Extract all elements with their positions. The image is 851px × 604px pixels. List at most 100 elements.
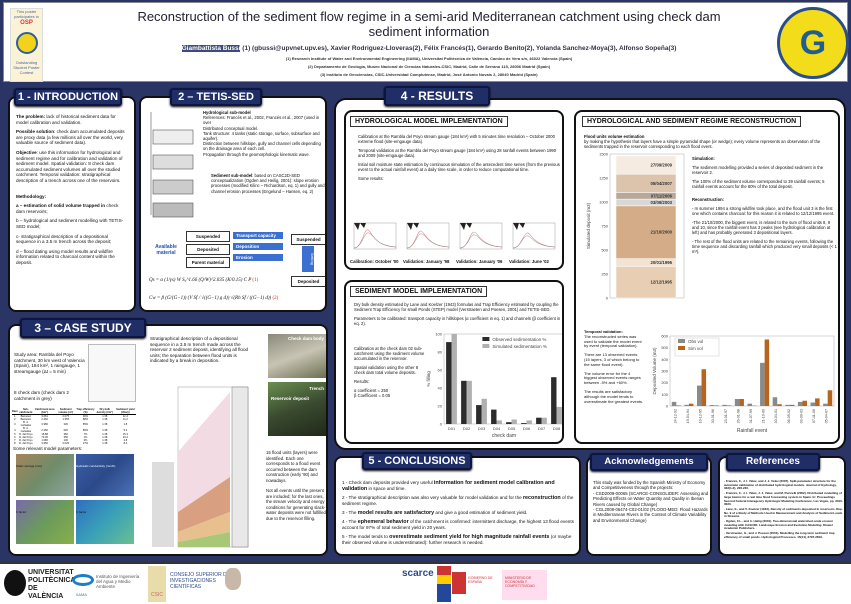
hydrograph: Calibration: October '00 bbox=[350, 222, 402, 264]
layer-date-label: 03/09/2003 bbox=[650, 200, 672, 205]
bar-sim-vol bbox=[764, 339, 770, 406]
available-material-label: Available material bbox=[155, 244, 177, 256]
sed-p2: Parameters to be calibrated: transport c… bbox=[354, 316, 561, 326]
tank-aquifer bbox=[152, 202, 194, 218]
table-row: 6 R. del Poyo 73.00 350 1% 1.38 23.2 bbox=[12, 436, 136, 439]
table-row: 5 R. del Poyo 18.88 350 7% 1.38 15.3 bbox=[12, 433, 136, 436]
conclusion-text: 2 - The stratigraphical description was … bbox=[342, 495, 523, 500]
conclusion-item: 3 - The model results are satisfactory a… bbox=[342, 510, 578, 516]
hydro-model-text: Calibration at the Rambla del Poyo strea… bbox=[358, 134, 562, 185]
bar-observed-sedimentation- bbox=[536, 417, 542, 424]
bar-observed-sedimentation- bbox=[476, 405, 482, 424]
csic-logo: CSIC bbox=[148, 566, 166, 602]
stratigraphic-section bbox=[152, 386, 249, 548]
conclusion-highlight: overestimate sediment yield for high mag… bbox=[389, 534, 550, 540]
y-tick-label: 100 bbox=[661, 392, 668, 397]
arrow-settling: Settling bbox=[302, 246, 314, 272]
osp-label: OSP bbox=[20, 20, 33, 26]
sed-submodel-heading: Sediment sub-model bbox=[211, 173, 253, 178]
flood-units-volume-text: Flood units volume estimation by making t… bbox=[584, 134, 838, 149]
hydro-line: Distinction between hillslope, gully and… bbox=[203, 141, 321, 152]
table-cell: 1.8 bbox=[123, 422, 128, 426]
hydrograph-caption: Validation: June '02 bbox=[509, 259, 549, 264]
table-cell: 2 bbox=[14, 418, 16, 421]
sed-calibration-text: Calibration at the check dam 02 sub-catc… bbox=[354, 346, 426, 398]
layer-date-label: 27/09/2009 bbox=[650, 163, 672, 168]
hydrograph: Validation: January '06 bbox=[456, 222, 508, 264]
rainfall-bars bbox=[354, 223, 366, 230]
rec-p3: - The rest of the flood units are relate… bbox=[692, 239, 837, 254]
table-cell: B. d. Cañadas bbox=[20, 421, 32, 427]
bar-obs-vol bbox=[671, 401, 677, 406]
deposited-volume-chart: 0 100 200 300 400 500 600 24-12-92 19-04-94 10-12… bbox=[652, 334, 835, 434]
simulated-deposit-column-chart: 0 250 500 750 1000 1250 1500 12/12/1995 20/01/19… bbox=[586, 152, 685, 301]
table-cell: 3% bbox=[83, 439, 88, 442]
table-cell: 85% bbox=[82, 422, 89, 426]
alpha-coefficient: α coefficient = 250 bbox=[354, 388, 389, 393]
y-tick-label: 400 bbox=[661, 357, 668, 362]
table-cell: 7 bbox=[14, 439, 16, 442]
table-cell: 1.38 bbox=[102, 436, 108, 439]
flood-units-text: 15 flood units (layers) were identified.… bbox=[266, 450, 321, 483]
bar-sim-vol bbox=[714, 405, 719, 406]
table-header: Sediment yield (t/ha/y) bbox=[116, 408, 135, 414]
conclusion-text: 1 - Check dam deposits provided very use… bbox=[342, 480, 434, 485]
table-cell: 86% bbox=[82, 428, 89, 432]
intro-text: check dam reservoirs; bbox=[16, 203, 119, 214]
results-title: 4 - RESULTS bbox=[384, 86, 490, 106]
x-tick-label: 26-01-98 bbox=[736, 409, 740, 423]
intro-paragraph: d – flood dating using model results and… bbox=[16, 249, 128, 266]
study-area-text: Study area: Rambla del Poyo catchment, 3… bbox=[14, 352, 85, 374]
rainfall-bars bbox=[513, 223, 525, 230]
legend-swatch bbox=[482, 344, 490, 348]
tetis-sed-title: 2 – TETIS-SED bbox=[170, 88, 262, 106]
intro-text: : use this information for hydrological … bbox=[16, 149, 123, 183]
intro-bold: a – estimation of solid volume trapped i… bbox=[16, 203, 106, 209]
table-cell: 1.38 bbox=[102, 418, 108, 421]
conclusion-text: (or maybe their observed volume is under… bbox=[342, 534, 572, 545]
reference-item: - Lane, E., and V. Koelzer (1943). Densi… bbox=[724, 506, 843, 519]
sim-p1: The sediment modelling provided a series… bbox=[692, 165, 824, 175]
deposit-layer bbox=[615, 205, 677, 259]
table-cell: 1 bbox=[14, 415, 16, 418]
tank-gravitational bbox=[152, 179, 194, 195]
table-cell: 5 bbox=[14, 433, 16, 436]
layer-date-label: 05/04/2007 bbox=[650, 181, 672, 186]
bar-sim-vol bbox=[701, 369, 707, 406]
conclusion-item: 4 - The ephemeral behavior of the catchm… bbox=[342, 519, 578, 531]
hydro-line: Distributed conceptual model. bbox=[203, 125, 259, 131]
y-tick-label: 0 bbox=[666, 404, 669, 409]
table-cell: 8 bbox=[14, 442, 16, 445]
bar-sim-vol bbox=[726, 405, 732, 406]
table-cell: 6 bbox=[14, 436, 16, 439]
bar-simulated-sedimentation- bbox=[496, 420, 502, 424]
table-row: 4 B. d. Cañadas 2.250 620 86% 1.38 5.2 bbox=[12, 427, 136, 433]
hydro-line: References: Francés et al., 2002, Francé… bbox=[203, 115, 320, 126]
table-cell: 2.025 bbox=[62, 442, 70, 445]
x-tick-label: 24-12-92 bbox=[673, 409, 677, 423]
tv-heading: Temporal validation: bbox=[584, 329, 623, 334]
conclusion-text: 5 - The model tends to bbox=[342, 534, 390, 539]
fu-heading: Flood units volume estimation bbox=[584, 134, 645, 139]
table-cell: 18.88 bbox=[41, 433, 48, 436]
layer-date-label: 12/12/1995 bbox=[650, 280, 672, 285]
arrow-deposition: Deposition bbox=[233, 243, 283, 250]
bar-sim-vol bbox=[688, 403, 694, 406]
bar-obs-vol bbox=[760, 362, 765, 406]
bar-simulated-sedimentation- bbox=[451, 334, 457, 424]
map-static-storage: Static storage (mm) bbox=[16, 454, 74, 496]
x-tick-label: 19-04-94 bbox=[686, 409, 690, 423]
table-cell: 1.080 bbox=[41, 439, 48, 442]
table-header: Sediment volume (m³) bbox=[58, 408, 74, 414]
table-cell: R. del Poyo bbox=[19, 442, 33, 445]
hydrograph-row: Calibration: October '00 Validation: Janu… bbox=[350, 222, 562, 264]
osp-badge: This poster participates in OSP Outstand… bbox=[10, 8, 43, 82]
table-cell: 2.250 bbox=[41, 428, 48, 432]
x-tick-label: 21-10-00 bbox=[762, 409, 766, 423]
hydro-submodel-heading: Hydrological sub-model bbox=[203, 110, 251, 115]
y-tick-label: 1000 bbox=[599, 200, 609, 205]
eq2-text: Cw = β (G/(G−1)) (V Sf / √((G−1) g d)) √… bbox=[149, 296, 272, 301]
map-k-factor: K factor bbox=[16, 500, 74, 544]
bar-sim-vol bbox=[739, 399, 744, 406]
bar-obs-vol bbox=[797, 401, 803, 406]
